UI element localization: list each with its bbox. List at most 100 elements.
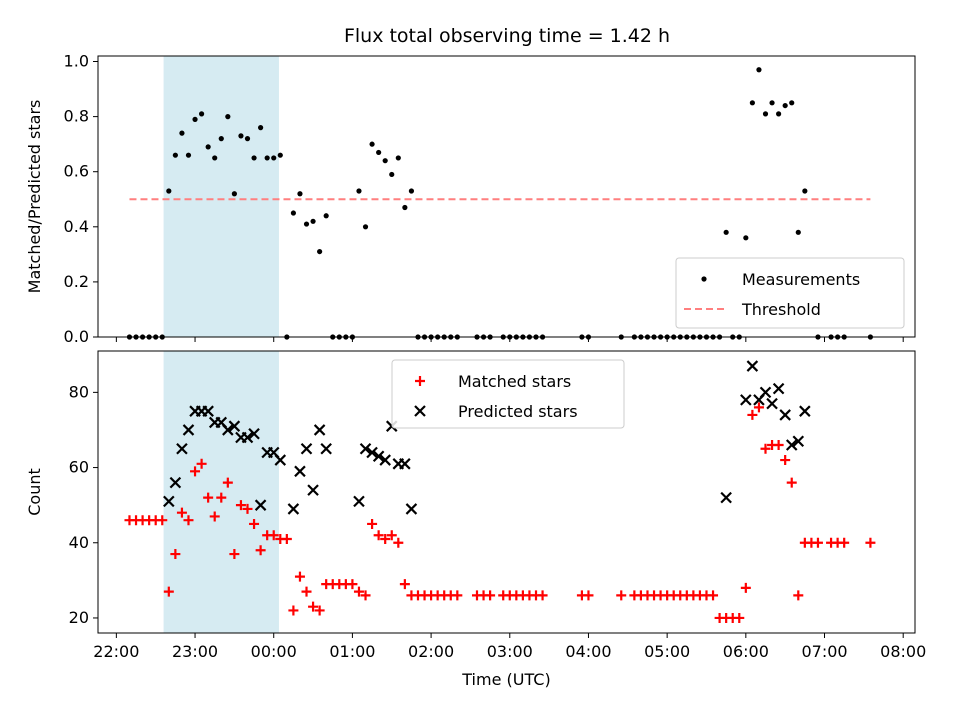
data-point bbox=[307, 484, 319, 496]
data-point bbox=[231, 191, 237, 197]
data-point bbox=[301, 586, 312, 597]
data-point bbox=[372, 450, 385, 463]
y-tick-label: 0.4 bbox=[64, 217, 89, 236]
x-tick-label: 05:00 bbox=[644, 642, 690, 661]
data-point bbox=[747, 409, 758, 420]
legend-marker bbox=[701, 276, 707, 282]
data-point bbox=[216, 492, 227, 503]
y-tick-label: 0.8 bbox=[64, 107, 89, 126]
shaded-interval bbox=[163, 56, 279, 337]
data-point bbox=[248, 427, 260, 440]
data-point bbox=[773, 440, 784, 450]
data-point bbox=[389, 171, 395, 178]
y-tick-label: 20 bbox=[69, 608, 89, 627]
data-point bbox=[369, 141, 375, 147]
data-point bbox=[202, 405, 214, 417]
data-point bbox=[766, 397, 778, 410]
data-point bbox=[756, 67, 762, 73]
data-point bbox=[238, 133, 244, 139]
data-point bbox=[229, 549, 240, 560]
data-point bbox=[799, 405, 811, 417]
data-point bbox=[190, 466, 201, 477]
data-point bbox=[780, 455, 791, 466]
data-point bbox=[399, 579, 410, 590]
x-tick-label: 08:00 bbox=[880, 642, 926, 661]
data-point bbox=[313, 424, 326, 436]
data-point bbox=[786, 477, 797, 488]
data-point bbox=[303, 221, 310, 227]
data-point bbox=[287, 503, 300, 515]
data-point bbox=[320, 442, 332, 455]
data-point bbox=[740, 582, 751, 593]
data-point bbox=[310, 218, 316, 224]
data-point bbox=[792, 435, 805, 448]
x-tick-label: 04:00 bbox=[565, 642, 611, 661]
y-tick-label: 0.6 bbox=[64, 162, 89, 181]
data-point bbox=[812, 537, 823, 548]
data-point bbox=[163, 586, 174, 597]
data-point bbox=[205, 144, 211, 150]
data-point bbox=[271, 155, 277, 161]
data-point bbox=[314, 605, 325, 616]
series-predicted-stars bbox=[163, 360, 811, 515]
y-tick-label: 0.2 bbox=[64, 272, 89, 291]
data-point bbox=[268, 530, 279, 541]
data-point bbox=[172, 152, 178, 158]
data-point bbox=[762, 111, 769, 117]
data-point bbox=[360, 590, 371, 601]
data-point bbox=[776, 111, 782, 117]
data-point bbox=[366, 446, 378, 459]
data-point bbox=[367, 518, 378, 529]
data-point bbox=[290, 210, 296, 216]
data-point bbox=[176, 507, 187, 518]
plot-frame bbox=[97, 350, 916, 634]
data-point bbox=[157, 515, 168, 526]
data-point bbox=[376, 149, 382, 156]
data-point bbox=[772, 382, 785, 395]
data-point bbox=[353, 495, 365, 508]
shaded-interval bbox=[163, 351, 279, 633]
data-point bbox=[254, 499, 267, 511]
series-matched-stars bbox=[124, 402, 876, 623]
data-point bbox=[782, 102, 788, 109]
x-tick-label: 03:00 bbox=[487, 642, 533, 661]
data-point bbox=[176, 442, 188, 455]
x-tick-label: 02:00 bbox=[408, 642, 454, 661]
data-point bbox=[264, 155, 270, 161]
data-point bbox=[222, 477, 233, 488]
data-point bbox=[769, 100, 775, 106]
plot-frame bbox=[97, 55, 916, 338]
data-point bbox=[380, 534, 391, 544]
data-point bbox=[616, 590, 627, 601]
data-point bbox=[209, 511, 220, 522]
legend-box bbox=[391, 359, 625, 429]
y-tick-label: 60 bbox=[69, 458, 89, 477]
y-tick-label: 40 bbox=[69, 533, 89, 552]
data-point bbox=[373, 530, 384, 541]
y-tick-label: 80 bbox=[69, 382, 89, 401]
data-point bbox=[749, 100, 755, 106]
data-point bbox=[294, 571, 305, 582]
data-point bbox=[723, 229, 729, 235]
data-point bbox=[746, 360, 759, 372]
data-point bbox=[185, 152, 192, 158]
data-point bbox=[225, 114, 231, 120]
data-point bbox=[402, 204, 408, 211]
legend-box bbox=[675, 257, 905, 329]
data-point bbox=[249, 518, 260, 529]
data-point bbox=[244, 136, 251, 142]
series-measurements bbox=[126, 67, 874, 340]
data-point bbox=[789, 100, 795, 106]
data-point bbox=[356, 188, 362, 194]
data-point bbox=[359, 442, 372, 455]
data-point bbox=[793, 590, 804, 601]
data-point bbox=[277, 152, 283, 158]
data-point bbox=[317, 248, 323, 255]
data-point bbox=[274, 454, 287, 466]
y-tick-label: 0.0 bbox=[64, 327, 89, 346]
legend-marker bbox=[414, 405, 426, 417]
data-point bbox=[865, 537, 876, 548]
data-point bbox=[537, 590, 548, 601]
y-tick-label: 1.0 bbox=[64, 52, 89, 71]
data-point bbox=[169, 476, 182, 489]
